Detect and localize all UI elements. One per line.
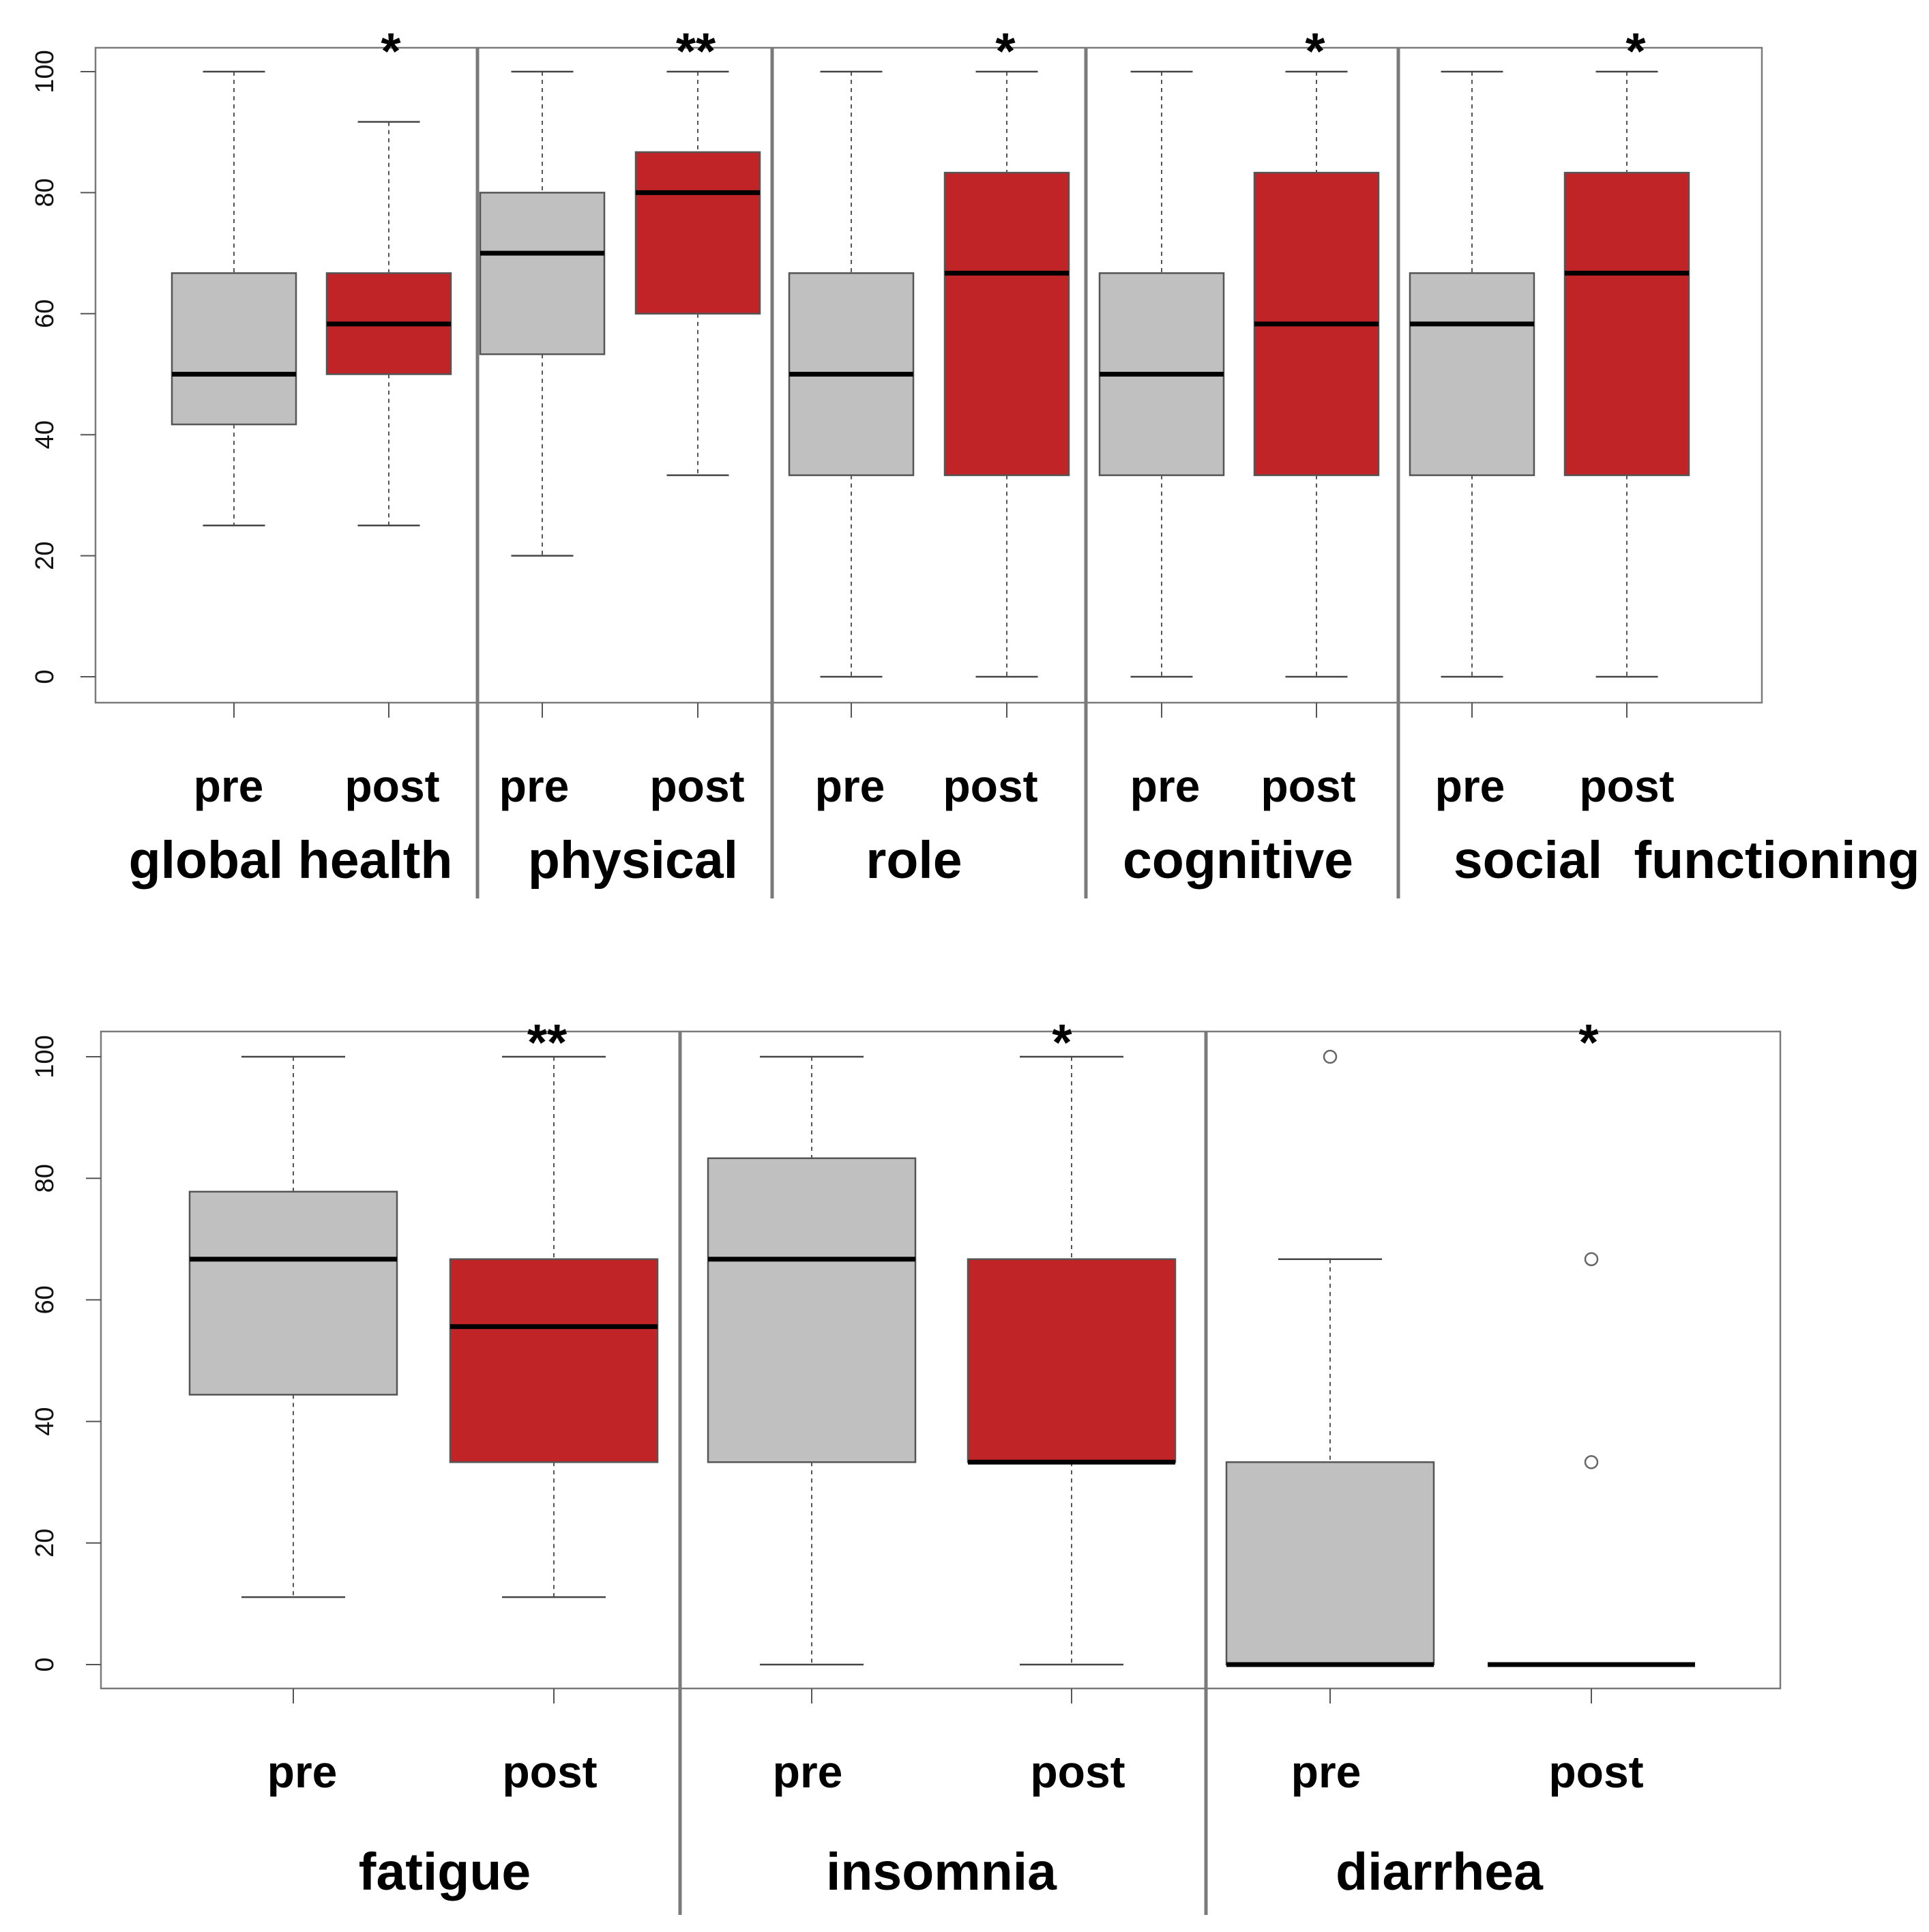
group-label-post: post [344, 761, 439, 811]
box-pre-global-health [171, 70, 297, 718]
box-body [188, 1190, 398, 1396]
group-label-pre: pre [773, 1746, 843, 1797]
box-post-cognitive [1253, 70, 1380, 718]
group-label-pre: pre [499, 761, 570, 811]
group-label-post: post [1261, 761, 1355, 811]
box-pre-social [1409, 70, 1535, 718]
group-label-post: post [649, 761, 744, 811]
group-label-pre: pre [1435, 761, 1505, 811]
group-label-post: post [1548, 1746, 1643, 1797]
box-pre-cognitive [1098, 70, 1225, 718]
box-body [1409, 272, 1535, 476]
category-label: global health [129, 831, 453, 890]
box-post-insomnia [967, 1055, 1177, 1703]
y-tick-label: 100 [31, 1035, 59, 1078]
y-tick-label: 60 [31, 299, 59, 328]
significance-marker: ** [527, 1014, 568, 1071]
group-label-pre: pre [194, 761, 264, 811]
box-pre-physical [479, 70, 606, 718]
box-body [634, 151, 761, 315]
y-tick-label: 40 [31, 1407, 59, 1435]
y-tick-label: 0 [31, 1657, 59, 1671]
plot-frame [100, 1030, 1782, 1690]
outlier-point [1584, 1252, 1599, 1266]
group-label-post: post [502, 1746, 597, 1797]
significance-marker: ** [676, 23, 716, 80]
category-label: fatigue [359, 1843, 531, 1901]
group-label-post: post [943, 761, 1037, 811]
box-body [943, 171, 1070, 476]
box-post-diarrhea [1488, 1252, 1695, 1703]
category-label: insomnia [826, 1843, 1057, 1901]
panel-functioning: 0 20 40 60 80 100 pre post global health * pre post… [31, 23, 1920, 898]
significance-marker: * [1305, 23, 1325, 80]
y-tick-label: 20 [31, 1529, 59, 1557]
category-label: social [1454, 831, 1602, 890]
box-post-role [943, 70, 1070, 718]
box-post-physical [634, 70, 761, 718]
category-label: diarrhea [1336, 1843, 1544, 1901]
outlier-point [1323, 1049, 1338, 1064]
box-post-social [1563, 70, 1690, 718]
y-tick-label: 80 [31, 1164, 59, 1192]
significance-marker: * [1578, 1014, 1599, 1071]
outlier-point [1584, 1455, 1599, 1469]
box-pre-role [788, 70, 915, 718]
group-label-post: post [1030, 1746, 1125, 1797]
group-label-pre: pre [267, 1746, 338, 1797]
significance-marker: * [995, 23, 1016, 80]
significance-marker: * [1625, 23, 1646, 80]
box-pre-diarrhea [1225, 1049, 1435, 1703]
box-body [1563, 171, 1690, 476]
category-label: role [866, 831, 962, 890]
box-body [479, 192, 606, 355]
box-pre-insomnia [707, 1055, 917, 1703]
box-body [967, 1258, 1177, 1463]
group-label-pre: pre [1130, 761, 1201, 811]
box-body [171, 272, 297, 426]
y-tick-label: 40 [31, 420, 59, 449]
box-body [707, 1157, 917, 1463]
group-label-pre: pre [815, 761, 885, 811]
y-tick-label: 80 [31, 178, 59, 207]
significance-marker: * [381, 23, 401, 80]
category-label: cognitive [1123, 831, 1353, 890]
box-pre-fatigue [188, 1055, 398, 1703]
significance-marker: * [1052, 1014, 1072, 1071]
category-suffix-label: functioning [1634, 831, 1919, 890]
y-tick-label: 60 [31, 1285, 59, 1314]
group-label-post: post [1579, 761, 1674, 811]
box-body [449, 1258, 659, 1463]
y-tick-label: 100 [31, 50, 59, 93]
group-label-pre: pre [1291, 1746, 1361, 1797]
category-label: physical [528, 831, 738, 890]
y-tick-label: 20 [31, 541, 59, 570]
box-body [1225, 1461, 1435, 1666]
box-post-global-health [325, 121, 452, 718]
box-post-fatigue [449, 1055, 659, 1703]
plot-frame [94, 46, 1763, 704]
y-tick-label: 0 [31, 669, 59, 684]
